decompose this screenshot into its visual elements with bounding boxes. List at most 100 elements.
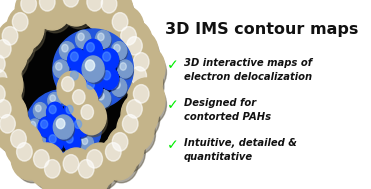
Ellipse shape <box>80 104 108 137</box>
Circle shape <box>56 63 62 70</box>
Circle shape <box>21 0 36 13</box>
Circle shape <box>134 53 149 71</box>
Circle shape <box>70 71 78 80</box>
Circle shape <box>62 44 68 52</box>
Circle shape <box>12 13 28 31</box>
Circle shape <box>76 30 91 48</box>
Circle shape <box>28 119 42 135</box>
Circle shape <box>68 95 73 102</box>
Ellipse shape <box>9 129 44 170</box>
Circle shape <box>59 42 75 60</box>
Circle shape <box>134 85 149 103</box>
Ellipse shape <box>0 54 23 95</box>
Circle shape <box>76 99 106 135</box>
Circle shape <box>0 20 34 64</box>
Circle shape <box>63 132 81 152</box>
Ellipse shape <box>0 69 24 110</box>
Circle shape <box>50 148 56 155</box>
Circle shape <box>128 46 165 90</box>
Ellipse shape <box>32 149 66 189</box>
Ellipse shape <box>111 12 145 53</box>
Ellipse shape <box>132 84 167 125</box>
Ellipse shape <box>87 121 99 136</box>
Circle shape <box>33 150 49 168</box>
Circle shape <box>112 133 128 151</box>
Circle shape <box>98 92 104 100</box>
Circle shape <box>117 108 154 152</box>
Circle shape <box>63 155 79 173</box>
Circle shape <box>46 132 63 152</box>
Text: 3D interactive maps of
electron delocalization: 3D interactive maps of electron delocali… <box>184 58 312 82</box>
Ellipse shape <box>71 46 120 96</box>
Circle shape <box>33 135 47 151</box>
Circle shape <box>2 27 18 45</box>
Text: Designed for
contorted PAHs: Designed for contorted PAHs <box>184 98 271 122</box>
Circle shape <box>81 0 118 30</box>
Circle shape <box>56 119 65 129</box>
Circle shape <box>59 78 75 96</box>
Ellipse shape <box>82 105 94 120</box>
Circle shape <box>112 78 127 96</box>
Circle shape <box>63 0 79 7</box>
Circle shape <box>72 117 89 137</box>
Text: 3D IMS contour maps: 3D IMS contour maps <box>165 22 358 37</box>
Circle shape <box>66 105 73 114</box>
Circle shape <box>125 60 162 104</box>
Circle shape <box>106 126 144 170</box>
Circle shape <box>105 143 121 161</box>
Circle shape <box>62 81 68 89</box>
Circle shape <box>63 102 81 122</box>
Circle shape <box>84 39 102 61</box>
Ellipse shape <box>82 138 94 152</box>
Circle shape <box>118 60 133 78</box>
Circle shape <box>34 0 71 30</box>
Circle shape <box>66 146 79 162</box>
Circle shape <box>73 153 110 189</box>
Circle shape <box>103 71 111 80</box>
Ellipse shape <box>49 95 62 109</box>
Circle shape <box>122 115 138 133</box>
Ellipse shape <box>97 33 111 50</box>
Ellipse shape <box>125 99 160 140</box>
Ellipse shape <box>55 63 69 79</box>
Ellipse shape <box>49 105 64 124</box>
Circle shape <box>78 160 94 178</box>
Circle shape <box>50 95 56 102</box>
Circle shape <box>0 108 31 152</box>
Circle shape <box>72 90 85 105</box>
Circle shape <box>114 81 120 89</box>
Circle shape <box>86 80 94 89</box>
Circle shape <box>38 117 55 137</box>
Circle shape <box>49 135 56 143</box>
Ellipse shape <box>86 80 103 100</box>
Text: Intuitive, detailed &
quantitative: Intuitive, detailed & quantitative <box>184 138 297 162</box>
Ellipse shape <box>119 63 134 79</box>
Ellipse shape <box>43 159 78 189</box>
Ellipse shape <box>60 76 88 109</box>
Circle shape <box>62 77 74 91</box>
Circle shape <box>0 93 27 137</box>
Ellipse shape <box>85 149 120 189</box>
Ellipse shape <box>77 92 91 109</box>
Circle shape <box>85 119 99 135</box>
Circle shape <box>30 121 36 128</box>
Ellipse shape <box>39 56 122 148</box>
Ellipse shape <box>49 134 64 153</box>
Circle shape <box>0 115 15 133</box>
Ellipse shape <box>86 42 103 63</box>
Ellipse shape <box>121 114 155 155</box>
Circle shape <box>57 71 87 107</box>
Circle shape <box>45 160 60 178</box>
Circle shape <box>120 63 127 70</box>
Circle shape <box>95 90 111 108</box>
Circle shape <box>48 146 61 162</box>
Circle shape <box>68 67 86 89</box>
Ellipse shape <box>77 33 91 50</box>
Ellipse shape <box>19 0 54 35</box>
Circle shape <box>46 102 63 122</box>
Ellipse shape <box>49 148 62 163</box>
Circle shape <box>68 49 86 71</box>
Circle shape <box>121 30 158 74</box>
Circle shape <box>0 78 21 122</box>
Ellipse shape <box>77 159 111 189</box>
